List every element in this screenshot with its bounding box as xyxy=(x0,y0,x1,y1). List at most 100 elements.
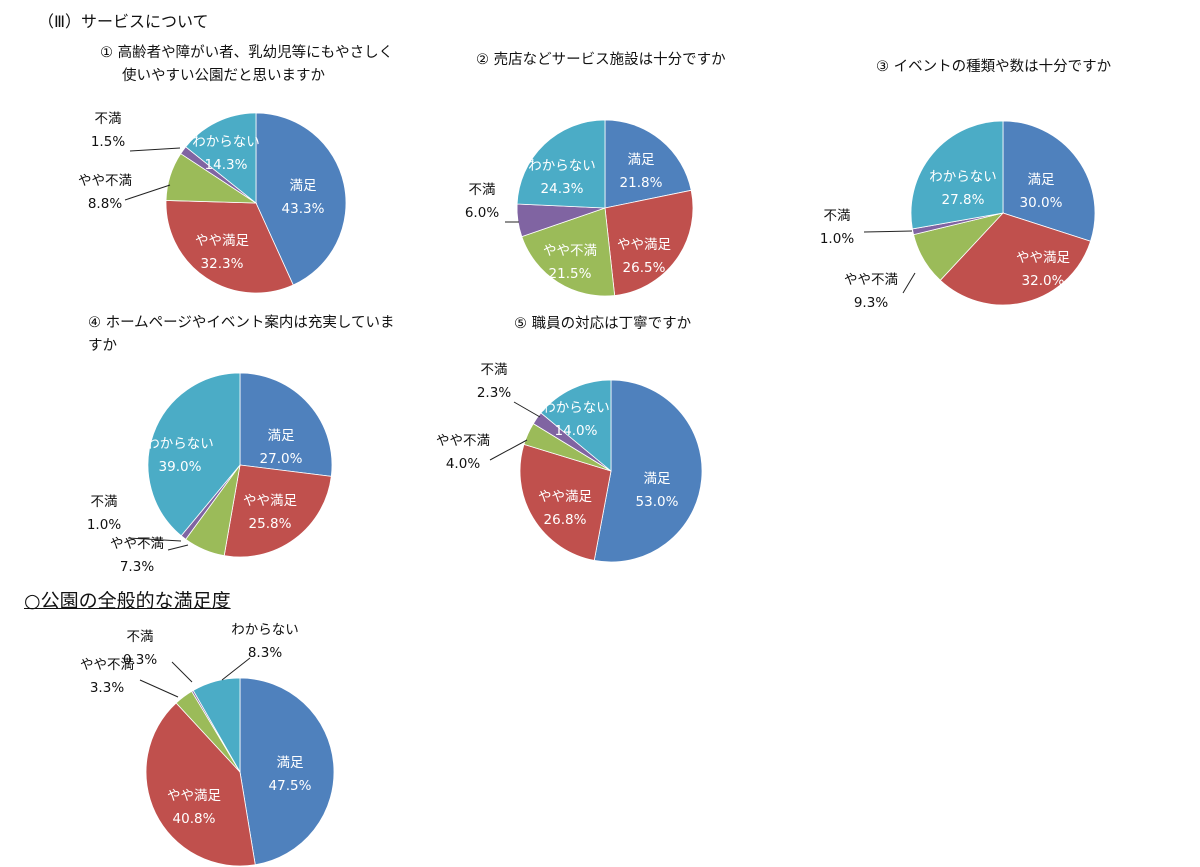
pie-2-value-4: 6.0% xyxy=(465,205,499,221)
pie-3-value-5: 27.8% xyxy=(942,192,985,208)
pie-2-label-3: やや不満 xyxy=(543,243,597,259)
pie-4-label-4: 不満 xyxy=(91,494,118,510)
pie-1-value-5: 14.3% xyxy=(205,157,248,173)
pie-2-slice-1 xyxy=(604,119,692,209)
pie-1-label-4: 不満 xyxy=(95,111,122,127)
pie-1-slice-5 xyxy=(185,112,257,204)
chart-4-title-line-1: ④ ホームページやイベント案内は充実していま xyxy=(88,315,395,331)
pie-1-label-2: やや満足 xyxy=(195,233,249,249)
pie-5-leader-4 xyxy=(513,401,541,418)
pie-3-value-4: 1.0% xyxy=(820,231,854,247)
pie-6-value-5: 8.3% xyxy=(248,645,282,661)
pie-chart-1: 満足 43.3% やや満足 32.3% やや不満 8.8% 不満 1.5% わからない 14.3% xyxy=(78,111,347,294)
pie-chart-6: 満足 47.5% やや満足 40.8% やや不満 3.3% 不満 0.3% わからない 8.3% xyxy=(80,622,335,867)
pie-5-label-2: やや満足 xyxy=(538,489,592,505)
pie-4-leader-4 xyxy=(127,537,182,542)
pie-5-value-5: 14.0% xyxy=(555,423,598,439)
pie-4-leader-3 xyxy=(167,544,189,551)
chart-2-title: ② 売店などサービス施設は十分ですか xyxy=(476,52,726,68)
pie-6-label-5: わからない xyxy=(231,622,299,638)
pie-4-value-4: 1.0% xyxy=(87,517,121,533)
pie-6-value-4: 0.3% xyxy=(123,652,157,668)
pie-2-label-4: 不満 xyxy=(469,182,496,198)
chart-4-title-line-2: すか xyxy=(88,338,117,354)
pie-5-value-3: 4.0% xyxy=(446,456,480,472)
pie-6-label-4: 不満 xyxy=(127,629,154,645)
pie-4-slice-5 xyxy=(147,372,241,537)
pie-1-leader-3 xyxy=(124,184,171,201)
pie-2-label-1: 満足 xyxy=(628,152,656,168)
overall-title: ○公園の全般的な満足度 xyxy=(24,590,231,612)
pie-5-label-3: やや不満 xyxy=(436,433,490,449)
pie-2-slice-2 xyxy=(604,189,694,296)
pie-5-label-1: 満足 xyxy=(644,471,672,487)
pie-2-slice-5 xyxy=(516,119,606,209)
pie-1-value-3: 8.8% xyxy=(88,196,122,212)
pie-6-label-2: やや満足 xyxy=(167,788,221,804)
pie-5-label-5: わからない xyxy=(542,400,610,416)
pie-4-label-3: やや不満 xyxy=(110,536,164,552)
pie-5-value-4: 2.3% xyxy=(477,385,511,401)
pie-1-label-5: わからない xyxy=(192,134,260,150)
chart-1-title-line-1: ① 高齢者や障がい者、乳幼児等にもやさしく xyxy=(100,45,394,61)
pie-3-leader-4 xyxy=(863,230,913,233)
pie-6-leader-5 xyxy=(221,657,251,681)
pie-1-value-1: 43.3% xyxy=(282,201,325,217)
pie-3-slice-5 xyxy=(910,120,1004,230)
pie-1-slice-2 xyxy=(165,200,294,294)
pie-6-leader-4 xyxy=(171,661,193,683)
pie-4-value-2: 25.8% xyxy=(249,516,292,532)
pie-4-value-1: 27.0% xyxy=(260,451,303,467)
pie-5-value-2: 26.8% xyxy=(544,512,587,528)
chart-1-title-line-2: 使いやすい公園だと思いますか xyxy=(122,68,325,84)
pie-4-label-5: わからない xyxy=(146,436,214,452)
pie-1-slice-1 xyxy=(255,112,347,286)
pie-3-leader-3 xyxy=(902,272,916,294)
pie-6-label-3: やや不満 xyxy=(80,657,134,673)
chart-3-title: ③ イベントの種類や数は十分ですか xyxy=(876,59,1112,75)
pie-2-label-5: わからない xyxy=(528,158,596,174)
pie-5-slice-1 xyxy=(593,379,703,563)
pie-2-value-3: 21.5% xyxy=(549,266,592,282)
pie-6-value-2: 40.8% xyxy=(173,811,216,827)
pie-chart-2: 満足 21.8% やや満足 26.5% やや不満 21.5% 不満 6.0% わからない 24.3… xyxy=(465,119,694,297)
pie-3-label-3: やや不満 xyxy=(844,272,898,288)
pie-2-value-5: 24.3% xyxy=(541,181,584,197)
pie-1-value-4: 1.5% xyxy=(91,134,125,150)
pie-5-leader-3 xyxy=(489,439,528,461)
pie-1-leader-4 xyxy=(129,147,181,152)
pie-1-label-1: 満足 xyxy=(290,178,317,194)
pie-6-slice-2 xyxy=(145,702,256,867)
pie-6-label-1: 満足 xyxy=(277,755,304,771)
pie-3-value-1: 30.0% xyxy=(1020,195,1063,211)
pie-6-leader-3 xyxy=(139,679,179,698)
chart-5-title: ⑤ 職員の対応は丁寧ですか xyxy=(514,316,692,332)
pie-5-slice-5 xyxy=(540,379,612,472)
chart-4-title: ④ ホームページやイベント案内は充実していま すか xyxy=(88,312,394,358)
pie-3-label-2: やや満足 xyxy=(1016,250,1070,266)
pie-3-label-5: わからない xyxy=(929,169,997,185)
pie-1-label-3: やや不満 xyxy=(78,173,132,189)
pie-chart-3: 満足 30.0% やや満足 32.0% やや不満 9.3% 不満 1.0% わからない 27.8% xyxy=(820,120,1096,311)
chart-1-title: ① 高齢者や障がい者、乳幼児等にもやさしく 使いやすい公園だと思いますか xyxy=(100,42,393,88)
pie-3-value-2: 32.0% xyxy=(1022,273,1065,289)
pie-5-slice-2 xyxy=(519,443,612,561)
pie-4-label-2: やや満足 xyxy=(243,493,297,509)
pie-3-slice-2 xyxy=(939,212,1092,306)
pie-4-slice-1 xyxy=(239,372,333,477)
pie-2-slice-3 xyxy=(521,207,616,297)
pie-6-value-3: 3.3% xyxy=(90,680,124,696)
pie-6-slice-5 xyxy=(192,677,241,774)
pie-chart-4: 満足 27.0% やや満足 25.8% やや不満 7.3% 不満 1.0% わからない 39.0% xyxy=(87,372,333,575)
pie-3-slice-1 xyxy=(1002,120,1096,242)
pie-2-label-2: やや満足 xyxy=(617,237,671,253)
pie-2-value-2: 26.5% xyxy=(623,260,666,276)
pie-3-value-3: 9.3% xyxy=(854,295,888,311)
pie-2-value-1: 21.8% xyxy=(620,175,663,191)
pie-3-label-4: 不満 xyxy=(824,208,851,224)
pie-4-label-1: 満足 xyxy=(268,428,295,444)
section-title: （Ⅲ）サービスについて xyxy=(38,12,209,31)
pie-4-value-5: 39.0% xyxy=(159,459,202,475)
pie-6-value-1: 47.5% xyxy=(269,778,312,794)
